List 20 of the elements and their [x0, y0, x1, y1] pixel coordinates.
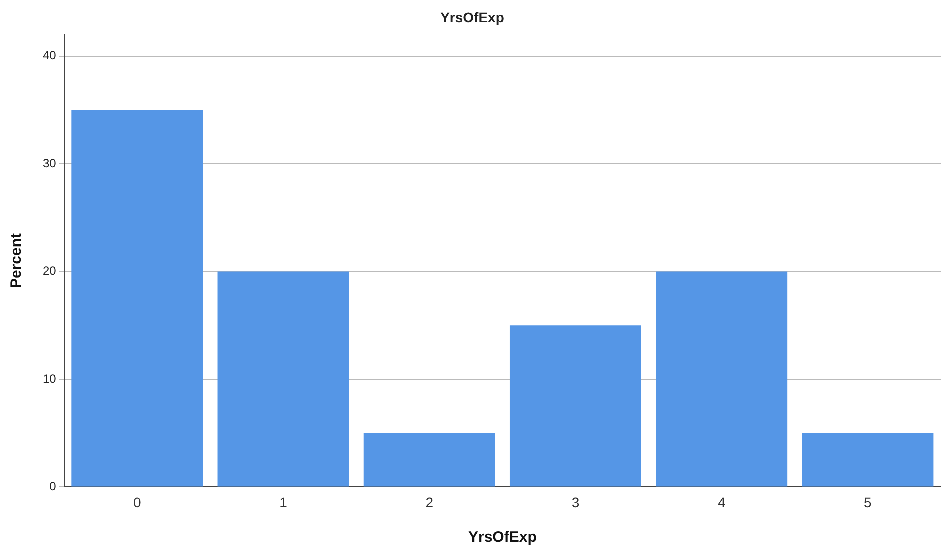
chart-title: YrsOfExp [440, 9, 504, 26]
x-tick-label: 3 [572, 494, 580, 510]
y-tick-label: 40 [42, 48, 57, 63]
bar [510, 326, 642, 487]
bar [802, 433, 934, 487]
y-tick-label: 0 [50, 480, 57, 494]
x-axis-title: YrsOfExp [468, 529, 537, 546]
y-tick-label: 20 [42, 264, 57, 278]
y-axis-title: Percent [8, 233, 26, 289]
x-tick-label: 2 [426, 494, 434, 510]
bar [364, 433, 496, 487]
x-tick-label: 1 [280, 494, 288, 510]
x-tick-label: 5 [864, 494, 872, 510]
x-tick-label: 4 [718, 494, 726, 510]
x-tick-label: 0 [134, 494, 142, 510]
bar [72, 110, 204, 487]
bar [218, 272, 350, 487]
y-tick-label: 30 [42, 156, 57, 170]
y-tick-label: 10 [42, 372, 57, 386]
bar [656, 272, 788, 487]
